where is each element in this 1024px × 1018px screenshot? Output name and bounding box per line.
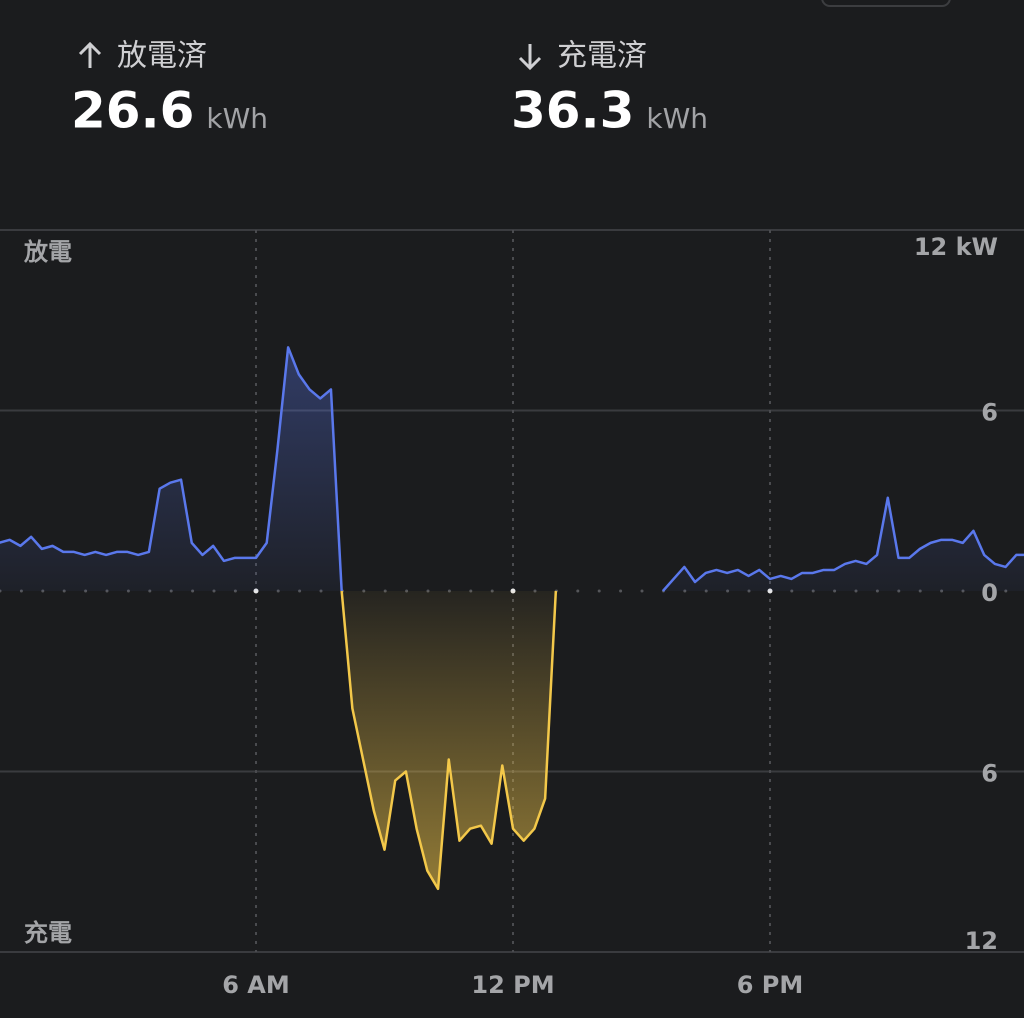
line [0, 346, 1024, 592]
area-fill [0, 347, 1024, 591]
down-arrow-icon [518, 44, 542, 71]
y-tick-label: 6 [981, 399, 998, 427]
y-tick-label: 12 [965, 927, 998, 955]
x-tick-label: 6 AM [222, 971, 290, 999]
stat-label: 充電済 [557, 39, 647, 74]
stat-label: 放電済 [117, 39, 207, 74]
y-tick-label: 12 kW [914, 233, 998, 261]
plot [0, 229, 1024, 953]
x-tick-label: 12 PM [471, 971, 554, 999]
y-tick-label: 6 [981, 760, 998, 788]
y-tick-label: 0 [981, 579, 998, 607]
charge-label: 充電 [24, 919, 72, 947]
charged-stat: 充電済 36.3 kWh [511, 39, 708, 140]
line [340, 590, 558, 891]
x-tick-label: 6 PM [737, 971, 804, 999]
area-fill [341, 591, 556, 889]
up-arrow-icon [78, 41, 102, 68]
stat-value: 26.6 [71, 82, 194, 140]
top-button[interactable] [821, 0, 951, 7]
stat-value: 36.3 [511, 82, 634, 140]
discharged-stat: 放電済 26.6 kWh [71, 39, 268, 140]
stat-unit: kWh [206, 102, 268, 135]
stat-unit: kWh [646, 102, 708, 135]
discharge-label: 放電 [23, 238, 72, 266]
